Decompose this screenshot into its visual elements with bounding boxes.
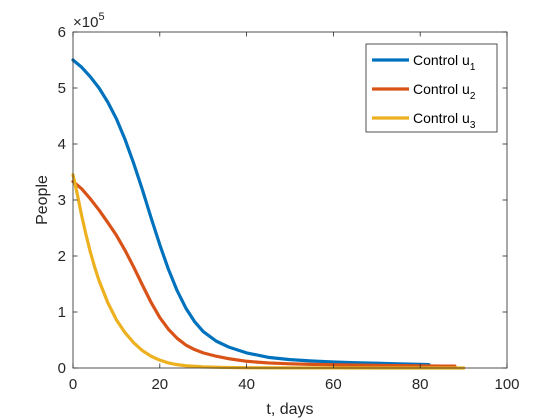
- series-line-2: [71, 179, 457, 368]
- x-tick-label-2: 40: [238, 376, 255, 393]
- y-tick-label-0: 0: [58, 360, 66, 377]
- legend-label-sub-2: 2: [470, 91, 476, 102]
- legend-label-sub-3: 3: [470, 120, 476, 131]
- y-axis-multiplier: ×105: [73, 11, 105, 31]
- y-multiplier-prefix: ×: [73, 14, 82, 31]
- y-tick-label-6: 6: [58, 24, 66, 41]
- legend-label-name-1: Control u: [413, 52, 470, 68]
- x-tick-label-4: 80: [412, 376, 429, 393]
- y-tick-label-2: 2: [58, 248, 66, 265]
- axes-layer: 0 20 40 60 80 100 0 1 2 3 4 5 6: [58, 24, 520, 393]
- legend-label-name-3: Control u: [413, 110, 470, 126]
- x-tick-label-5: 100: [494, 376, 519, 393]
- y-axis-label: People: [34, 175, 51, 225]
- legend-label-2: Control u2: [413, 81, 476, 102]
- x-tick-label-1: 20: [151, 376, 168, 393]
- legend-label-3: Control u3: [413, 110, 476, 131]
- y-multiplier-base: 10: [82, 14, 99, 31]
- y-tick-label-4: 4: [58, 136, 66, 153]
- y-tick-label-1: 1: [58, 304, 66, 321]
- series-line-1: [71, 58, 431, 367]
- x-tick-label-3: 60: [325, 376, 342, 393]
- legend-label-1: Control u1: [413, 52, 476, 73]
- labels-layer: t, days People ×105: [34, 11, 314, 418]
- x-axis-label: t, days: [266, 401, 313, 418]
- legend-label-name-2: Control u: [413, 81, 470, 97]
- y-multiplier-exponent: 5: [98, 11, 104, 23]
- legend-label-sub-1: 1: [470, 62, 476, 73]
- y-tick-label-5: 5: [58, 80, 66, 97]
- x-tick-label-0: 0: [69, 376, 77, 393]
- y-tick-label-3: 3: [58, 192, 66, 209]
